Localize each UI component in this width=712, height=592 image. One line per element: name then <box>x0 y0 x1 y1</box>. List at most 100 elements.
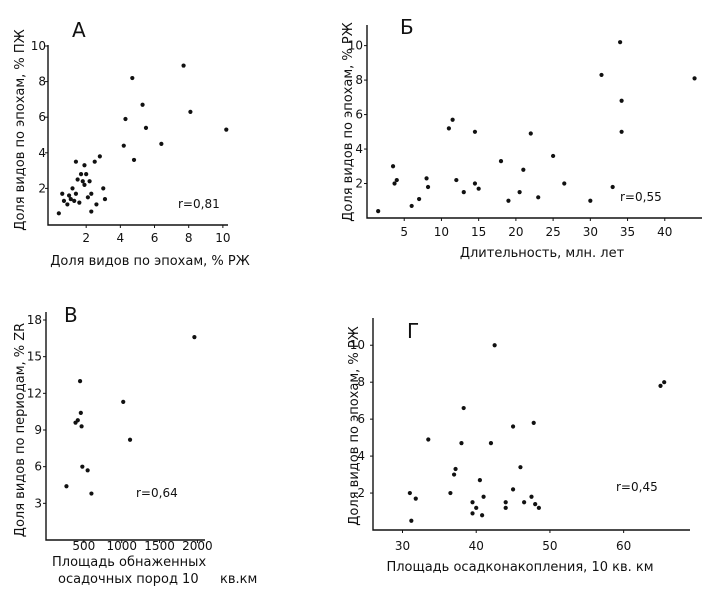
panel-d: Г r=0,45 Площадь осадконакопления, 10 кв… <box>347 318 690 575</box>
data-point <box>619 98 624 103</box>
panel-a-r-value: r=0,81 <box>178 197 220 211</box>
data-point <box>85 468 90 473</box>
data-point <box>121 143 126 148</box>
x-tick-label: 60 <box>616 539 631 553</box>
data-point <box>510 424 516 429</box>
data-point <box>407 490 412 496</box>
data-point <box>143 125 149 130</box>
y-tick-label: 9 <box>34 423 42 437</box>
panel-d-x-axis-label: Площадь осадконакопления, 10 кв. км <box>386 560 653 575</box>
y-tick-label: 10 <box>350 338 365 352</box>
data-point <box>450 117 455 122</box>
data-point <box>159 141 164 146</box>
data-point <box>498 159 504 164</box>
x-tick-label: 1000 <box>106 539 137 553</box>
data-point <box>82 182 87 187</box>
data-point <box>89 491 94 496</box>
data-point <box>599 72 604 78</box>
data-point <box>78 410 83 415</box>
y-tick-label: 10 <box>348 39 363 53</box>
y-tick-label: 10 <box>31 39 46 53</box>
data-point <box>89 191 94 196</box>
data-point <box>536 195 541 200</box>
x-tick-label: 2000 <box>182 539 213 553</box>
x-tick-label: 30 <box>395 539 410 553</box>
data-point <box>65 202 70 207</box>
data-point <box>56 211 61 216</box>
data-point <box>188 109 193 114</box>
data-point <box>224 127 229 132</box>
data-point <box>130 75 135 81</box>
y-tick-label: 8 <box>357 375 365 389</box>
data-point <box>75 177 80 182</box>
data-point <box>470 511 475 516</box>
data-point <box>392 181 397 186</box>
x-tick-label: 5 <box>400 225 408 239</box>
data-point <box>529 494 534 499</box>
axis-lines <box>45 312 205 541</box>
data-point <box>94 202 99 207</box>
data-point <box>390 164 396 169</box>
data-point <box>518 465 523 470</box>
data-point <box>97 154 102 159</box>
panel-d-r-value: r=0,45 <box>616 480 658 494</box>
x-tick-label: 10 <box>434 225 449 239</box>
data-point <box>409 518 414 523</box>
x-tick-label: 20 <box>508 225 523 239</box>
data-point <box>192 335 197 340</box>
data-point <box>510 487 516 492</box>
panel-d-y-axis-label: Доля видов по эпохам, % РЖ <box>347 326 362 525</box>
panel-c: В r=0,64 Площадь обнаженных осадочных по… <box>13 303 257 587</box>
data-point <box>123 116 128 122</box>
data-point <box>474 505 479 510</box>
data-point <box>131 157 137 163</box>
data-point <box>102 196 108 202</box>
panel-c-r-value: r=0,64 <box>136 486 178 500</box>
x-tick-label: 30 <box>583 225 598 239</box>
panel-b: Б r=0,55 Длительность, млн. лет Доля вид… <box>341 15 702 261</box>
panel-a-plot: 2 4 6 8 10 2 4 6 8 10 <box>31 39 231 245</box>
data-point <box>517 190 522 195</box>
data-point <box>448 490 453 496</box>
data-point <box>692 76 697 81</box>
data-point <box>73 191 79 196</box>
data-point <box>658 383 663 388</box>
panel-b-y-axis-label: Доля видов по эпохам, % РЖ <box>341 22 356 221</box>
x-tick-label: 6 <box>151 231 159 245</box>
data-point <box>140 102 145 107</box>
data-point <box>409 203 414 209</box>
data-point <box>72 198 77 203</box>
data-point <box>451 472 457 477</box>
x-tick-label: 15 <box>471 225 486 239</box>
x-tick-label: 40 <box>469 539 484 553</box>
y-tick-label: 6 <box>355 108 363 122</box>
data-point <box>79 424 84 429</box>
data-point <box>480 513 485 518</box>
panel-a-letter: A <box>72 18 86 42</box>
panel-c-x-axis-label-line3: кв.км <box>220 572 257 587</box>
data-point <box>68 196 73 202</box>
y-tick-label: 2 <box>38 181 46 195</box>
x-tick-label: 500 <box>72 539 95 553</box>
data-point <box>84 172 89 177</box>
data-point <box>61 198 67 203</box>
panel-d-plot: 2 4 6 8 10 30 40 50 60 <box>350 318 690 553</box>
data-point <box>85 195 90 200</box>
y-tick-label: 6 <box>34 460 42 474</box>
data-point <box>60 191 65 196</box>
data-point <box>662 380 667 385</box>
data-point <box>87 179 92 184</box>
data-point <box>461 190 466 195</box>
data-point <box>75 418 80 423</box>
data-point <box>77 379 83 384</box>
data-point <box>82 163 87 168</box>
data-point <box>619 129 624 134</box>
data-point <box>472 129 478 134</box>
y-tick-label: 3 <box>34 496 42 510</box>
y-tick-label: 18 <box>27 313 42 327</box>
data-point <box>417 196 422 202</box>
x-tick-label: 50 <box>542 539 557 553</box>
data-point <box>66 193 72 198</box>
y-tick-label: 4 <box>357 449 365 463</box>
